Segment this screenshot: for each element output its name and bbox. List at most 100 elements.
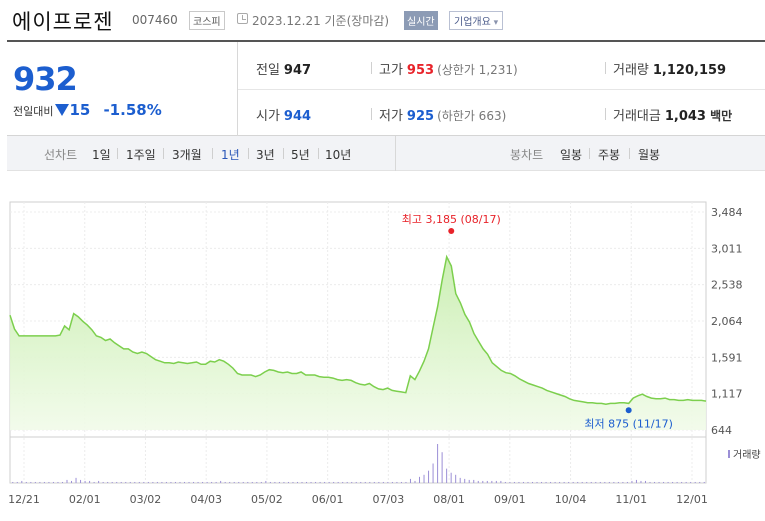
y-tick-label: 1,117 — [711, 388, 743, 401]
candle-weekly[interactable]: 주봉 — [598, 148, 621, 162]
volume-bar — [30, 481, 32, 483]
divider — [395, 136, 396, 171]
volume-bar — [450, 472, 452, 483]
period-1w[interactable]: 1주일 — [126, 148, 156, 162]
volume-bar — [468, 479, 470, 483]
volume-bar — [296, 481, 298, 483]
period-5y[interactable]: 5년 — [291, 148, 310, 162]
divider — [283, 148, 284, 159]
period-10y[interactable]: 10년 — [325, 148, 352, 162]
volume-bar — [532, 481, 533, 483]
volume-bar — [193, 481, 195, 483]
period-3y[interactable]: 3년 — [256, 148, 275, 162]
volume-bar — [559, 481, 561, 483]
volume-bar — [188, 481, 190, 483]
divider — [629, 148, 630, 159]
volume-bar — [391, 481, 393, 483]
prev-close-label: 전일 — [256, 63, 280, 78]
volume-bar — [387, 481, 389, 483]
volume-bar — [170, 481, 172, 483]
volume-bar — [640, 480, 642, 483]
volume-bar — [667, 481, 669, 483]
divider — [605, 108, 606, 120]
volume-bar — [622, 481, 624, 483]
volume-bar — [396, 481, 398, 483]
volume-bar — [125, 481, 127, 483]
candle-monthly[interactable]: 월봉 — [638, 148, 661, 162]
y-tick-label: 644 — [711, 424, 732, 437]
divider — [371, 62, 372, 74]
volume-bar — [346, 481, 348, 483]
volume-bar — [599, 481, 601, 483]
price-change: 전일대비 15 -1.58% — [13, 100, 162, 119]
volume-bar — [48, 481, 50, 483]
volume-bar — [324, 481, 326, 483]
lower-limit: (하한가 663) — [437, 109, 507, 123]
y-tick-label: 1,591 — [711, 351, 743, 364]
open-value: 944 — [283, 109, 312, 124]
volume-bar — [287, 481, 289, 483]
volume-bar — [518, 481, 520, 483]
volume-bar — [360, 481, 362, 483]
x-tick-label: 04/03 — [190, 493, 222, 506]
volume-bar — [143, 481, 145, 483]
volume-bar — [545, 481, 547, 483]
stock-header: 에이프로젠 007460 코스피 2023.12.21 기준(장마감) 실시간 … — [0, 0, 765, 40]
volume-bar — [269, 481, 271, 483]
volume-bar — [355, 481, 357, 483]
volume-bar — [405, 481, 407, 483]
volume-bar — [373, 481, 375, 483]
volume-bar — [572, 481, 574, 483]
volume-bar — [197, 481, 199, 483]
x-tick-label: 07/03 — [373, 493, 405, 506]
change-value: 15 — [69, 101, 91, 119]
volume: 거래량 1,120,159 — [613, 59, 726, 78]
volume-bar — [635, 479, 637, 483]
volume-bar — [491, 480, 493, 483]
volume-bar — [242, 481, 244, 483]
period-1d[interactable]: 1일 — [92, 148, 111, 162]
volume-value: 1,120,159 — [652, 63, 727, 78]
period-bar: 선차트 1일 1주일 3개월 1년 3년 5년 10년 봉차트 일봉 주봉 월봉 — [7, 136, 765, 171]
volume-bar — [247, 481, 249, 483]
x-tick-label: 09/01 — [494, 493, 526, 506]
x-tick-label: 12/21 — [8, 493, 40, 506]
volume-bar — [256, 481, 258, 483]
divider — [237, 42, 238, 137]
high-value: 953 — [406, 63, 435, 78]
low-marker — [625, 407, 632, 414]
period-1y[interactable]: 1년 — [221, 148, 240, 162]
volume-bar — [211, 481, 213, 483]
realtime-button[interactable]: 실시간 — [404, 11, 438, 30]
low-value: 925 — [406, 109, 435, 124]
volume-bar — [93, 481, 95, 483]
volume-bar — [604, 481, 606, 483]
volume-bar — [446, 468, 448, 483]
volume-bar — [138, 481, 140, 483]
divider — [212, 148, 213, 159]
price-area — [10, 256, 706, 430]
volume-bar — [120, 481, 122, 483]
company-info-dropdown[interactable]: 기업개요 — [449, 11, 504, 30]
amount-label: 거래대금 — [613, 109, 661, 124]
volume-bar — [89, 480, 91, 483]
prev-close-value: 947 — [283, 63, 312, 78]
divider — [318, 148, 319, 159]
amount-unit: 백만 — [710, 109, 733, 123]
price-line — [9, 254, 707, 405]
volume-bar — [52, 481, 54, 483]
candle-daily[interactable]: 일봉 — [560, 148, 583, 162]
volume-bar — [98, 480, 100, 483]
volume-bar — [423, 474, 425, 483]
y-tick-label: 2,538 — [711, 279, 743, 292]
volume-bar — [251, 481, 253, 483]
volume-bar — [61, 481, 63, 483]
volume-bar — [369, 481, 371, 483]
period-3m[interactable]: 3개월 — [172, 148, 202, 162]
volume-bar — [71, 480, 73, 483]
volume-bar — [39, 481, 41, 483]
volume-bar — [626, 481, 628, 483]
volume-bar — [102, 481, 104, 483]
volume-bar — [107, 481, 109, 483]
volume-bar — [220, 480, 222, 483]
